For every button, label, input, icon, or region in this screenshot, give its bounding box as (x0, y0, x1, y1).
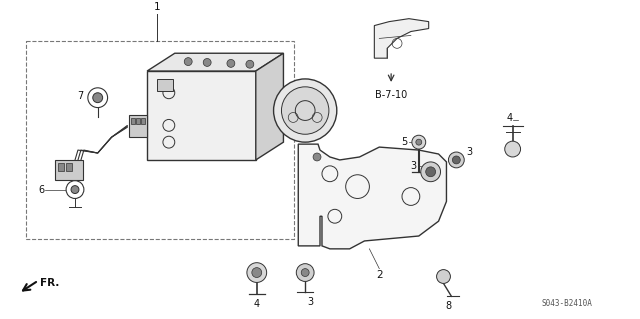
Circle shape (273, 79, 337, 142)
Polygon shape (147, 53, 284, 71)
Text: 4: 4 (506, 114, 513, 123)
Circle shape (247, 263, 267, 282)
Circle shape (282, 87, 329, 134)
Polygon shape (298, 144, 447, 249)
Text: 1: 1 (154, 2, 160, 12)
Text: B-7-10: B-7-10 (375, 90, 407, 100)
Circle shape (452, 156, 460, 164)
Text: FR.: FR. (40, 278, 60, 288)
Circle shape (88, 88, 108, 108)
Circle shape (204, 58, 211, 66)
Circle shape (246, 60, 254, 68)
Circle shape (426, 167, 436, 177)
Polygon shape (55, 160, 83, 180)
Text: 6: 6 (38, 185, 45, 195)
Polygon shape (374, 19, 429, 58)
Circle shape (412, 135, 426, 149)
Circle shape (71, 186, 79, 194)
Text: 3: 3 (411, 161, 417, 171)
Bar (157, 79, 173, 91)
Polygon shape (147, 71, 256, 160)
Bar (141, 118, 145, 124)
Circle shape (505, 141, 520, 157)
Bar (131, 118, 135, 124)
Circle shape (93, 93, 102, 103)
Circle shape (436, 270, 451, 284)
Circle shape (66, 181, 84, 198)
Bar (66, 163, 72, 171)
Circle shape (184, 58, 192, 65)
Circle shape (313, 153, 321, 161)
Polygon shape (129, 115, 147, 137)
Text: 8: 8 (445, 301, 452, 311)
Circle shape (227, 59, 235, 67)
Text: 5: 5 (401, 137, 407, 147)
Text: 4: 4 (253, 299, 260, 309)
Text: S043-B2410A: S043-B2410A (541, 299, 593, 308)
Text: 2: 2 (376, 270, 383, 279)
Bar (136, 118, 140, 124)
Polygon shape (256, 53, 284, 160)
Text: 3: 3 (466, 147, 472, 157)
Circle shape (449, 152, 464, 168)
Circle shape (301, 269, 309, 277)
Bar (26, 41, 294, 239)
Circle shape (416, 139, 422, 145)
Bar (58, 163, 64, 171)
Text: 3: 3 (307, 297, 314, 307)
Circle shape (420, 162, 440, 182)
Text: 7: 7 (77, 91, 84, 101)
Circle shape (296, 264, 314, 281)
Circle shape (252, 268, 262, 278)
